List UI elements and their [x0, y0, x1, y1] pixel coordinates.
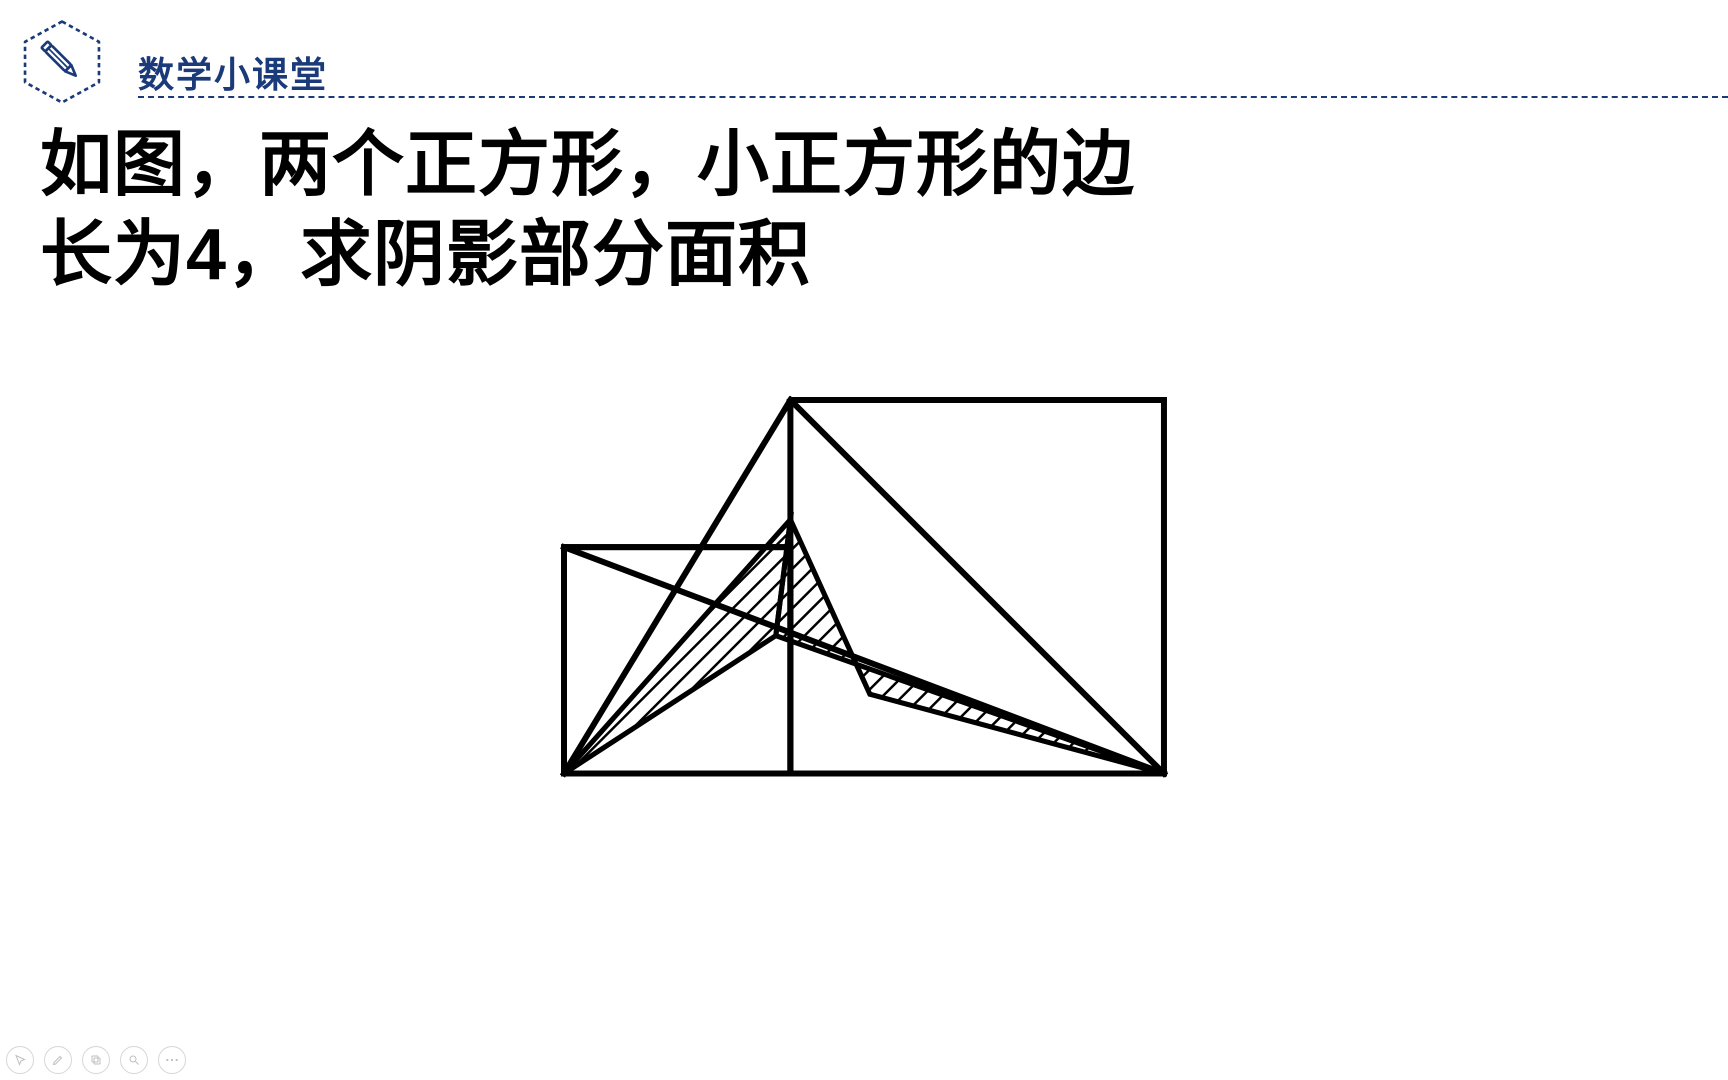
header-divider [138, 96, 1728, 98]
page-title: 数学小课堂 [138, 46, 328, 98]
problem-line-1: 如图，两个正方形，小正方形的边 [40, 120, 1668, 210]
copy-tool-button[interactable] [82, 1046, 110, 1074]
cursor-tool-button[interactable] [6, 1046, 34, 1074]
zoom-tool-button[interactable] [120, 1046, 148, 1074]
header-bar: 数学小课堂 [18, 18, 1728, 98]
geometry-diagram [534, 370, 1194, 825]
pencil-hex-icon [18, 18, 106, 106]
more-tool-button[interactable] [158, 1046, 186, 1074]
pen-tool-button[interactable] [44, 1046, 72, 1074]
bottom-toolbar [6, 1046, 186, 1074]
problem-line-2: 长为4，求阴影部分面积 [40, 210, 1668, 300]
problem-statement: 如图，两个正方形，小正方形的边 长为4，求阴影部分面积 [40, 120, 1668, 300]
